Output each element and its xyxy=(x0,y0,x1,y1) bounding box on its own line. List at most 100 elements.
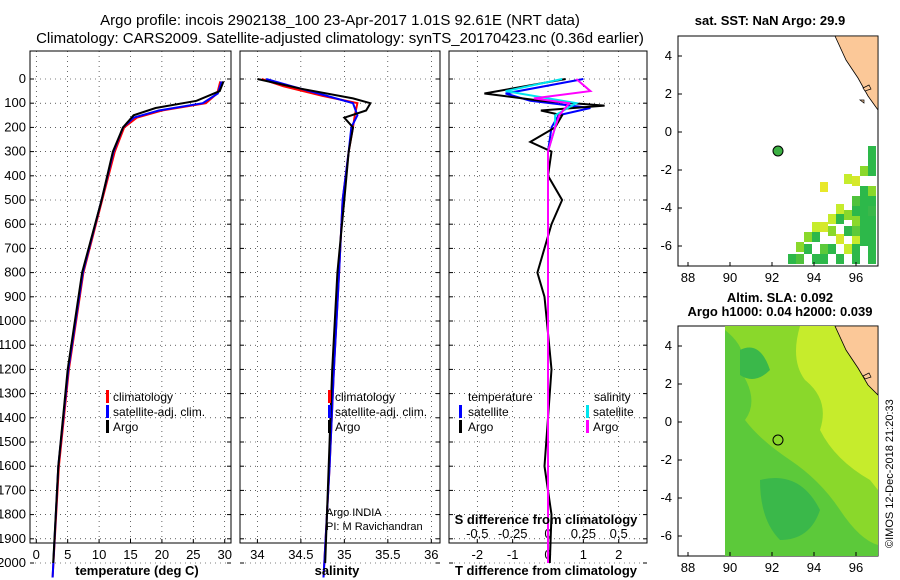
legend-mark-argo xyxy=(106,420,109,433)
depth-tick-label: 1600 xyxy=(0,458,26,473)
sst-cell xyxy=(828,244,836,254)
legend-title-temperature: temperature xyxy=(468,390,533,404)
islands xyxy=(858,84,872,104)
series-line-t-argo xyxy=(484,78,605,564)
sst-cell xyxy=(836,214,844,224)
argo-position-marker xyxy=(772,145,784,157)
sst-cell xyxy=(868,236,876,246)
map-x-tick-label: 94 xyxy=(807,560,821,575)
sst-cell xyxy=(820,254,828,264)
x-tick-label: 34 xyxy=(250,547,264,562)
depth-tick-label: 900 xyxy=(4,289,26,304)
x-tick-label: 25 xyxy=(186,547,200,562)
sla-lowest xyxy=(740,347,820,540)
sst-cell xyxy=(844,210,852,220)
map-bottom: 88 90 92 94 96 4 2 0 -2 -4 -6 xyxy=(660,325,879,575)
map-x-tick-label: 90 xyxy=(723,560,737,575)
legend-mark-satellite xyxy=(106,405,109,418)
credit-pi: PI: M Ravichandran xyxy=(326,521,423,533)
depth-tick-label: 300 xyxy=(4,144,26,159)
legend-label-t-satellite: satellite xyxy=(468,405,509,419)
legend-label-climatology: climatology xyxy=(113,390,173,404)
series-line-climatology xyxy=(261,78,359,578)
sst-cell xyxy=(868,166,876,176)
legend-mark-t-argo xyxy=(459,420,462,433)
depth-tick-label: 200 xyxy=(4,119,26,134)
legend-mark-s-argo xyxy=(586,420,589,433)
legend-mark-climatology xyxy=(328,390,331,403)
sst-cell xyxy=(852,206,860,216)
sst-cell xyxy=(796,242,804,252)
x-tick-label: 15 xyxy=(123,547,137,562)
profile-lines xyxy=(51,78,605,578)
depth-tick-label: 1300 xyxy=(0,386,26,401)
legend-mark-s-satellite xyxy=(586,405,589,418)
sst-cell xyxy=(828,226,836,236)
s-tick-label: 0.5 xyxy=(610,526,628,541)
sst-cell xyxy=(796,254,804,264)
x-tick-label: 10 xyxy=(92,547,106,562)
sst-cell xyxy=(860,186,868,196)
s-diff-label: S difference from climatology xyxy=(455,512,639,527)
map-y-tick-label: 4 xyxy=(665,338,672,353)
map-x-tick-label: 92 xyxy=(765,270,779,285)
map-bottom-axes: 88 90 92 94 96 4 2 0 -2 -4 -6 xyxy=(660,338,863,575)
title-line-1: Argo profile: incois 2902138_100 23-Apr-… xyxy=(100,12,580,29)
x-tick-label: 35.5 xyxy=(375,547,400,562)
sst-cell xyxy=(812,222,820,232)
depth-axis: 0 100 200 300 400 500 600 700 800 900 1000 1100 1200… xyxy=(0,71,26,570)
sst-cell xyxy=(868,186,876,196)
title-line-2: Climatology: CARS2009. Satellite-adjuste… xyxy=(36,30,644,47)
map-top-title: sat. SST: NaN Argo: 29.9 xyxy=(695,13,846,28)
sst-cell xyxy=(812,232,820,242)
sst-cell xyxy=(812,254,820,264)
legend-label-s-satellite: satellite xyxy=(593,405,634,419)
temperature-legend: climatology satellite-adj. clim. Argo xyxy=(106,390,205,434)
series-line-s-satellite xyxy=(505,78,580,563)
depth-tick-label: 1800 xyxy=(0,507,26,522)
difference-legend: temperature satellite Argo salinity sate… xyxy=(459,390,634,434)
legend-label-s-argo: Argo xyxy=(593,420,619,434)
sst-cell xyxy=(868,146,876,156)
sst-cells xyxy=(788,146,876,264)
map-x-tick-label: 96 xyxy=(849,560,863,575)
depth-tick-label: 600 xyxy=(4,216,26,231)
x-tick-label: 2 xyxy=(615,547,622,562)
sumatra-land xyxy=(834,35,879,112)
sst-cell xyxy=(820,182,828,192)
sst-cell xyxy=(804,232,812,242)
legend-label-argo: Argo xyxy=(335,420,361,434)
series-line-argo xyxy=(257,78,372,564)
depth-tick-label: 1500 xyxy=(0,434,26,449)
sst-cell xyxy=(868,244,876,254)
legend-title-salinity: salinity xyxy=(594,390,631,404)
sst-cell xyxy=(868,254,876,264)
sst-cell xyxy=(852,176,860,186)
map-y-tick-label: 2 xyxy=(665,376,672,391)
legend-mark-satellite xyxy=(328,405,331,418)
depth-tick-label: 1400 xyxy=(0,410,26,425)
map-top: 88 90 92 94 96 4 2 0 -2 -4 -6 xyxy=(660,35,879,285)
series-line-satellite-adj--clim- xyxy=(51,81,223,578)
sst-cell xyxy=(836,254,844,264)
map-x-tick-label: 88 xyxy=(681,270,695,285)
x-tick-label: -2 xyxy=(472,547,484,562)
temperature-xlabel: temperature (deg C) xyxy=(75,563,199,578)
map-x-tick-label: 92 xyxy=(765,560,779,575)
legend-label-climatology: climatology xyxy=(335,390,395,404)
depth-tick-label: 100 xyxy=(4,95,26,110)
x-tick-label: 35 xyxy=(337,547,351,562)
map-bottom-title-1: Altim. SLA: 0.092 xyxy=(727,290,833,305)
map-x-tick-label: 88 xyxy=(681,560,695,575)
sst-cell xyxy=(804,244,812,254)
legend-mark-climatology xyxy=(106,390,109,403)
sst-cell xyxy=(852,196,860,206)
legend-label-t-argo: Argo xyxy=(468,420,494,434)
series-line-s-argo xyxy=(533,78,593,563)
sst-cell xyxy=(868,226,876,236)
s-tick-label: -0.25 xyxy=(498,526,528,541)
sst-cell xyxy=(860,236,868,246)
sst-cell xyxy=(868,216,876,226)
sst-cell xyxy=(860,166,868,176)
